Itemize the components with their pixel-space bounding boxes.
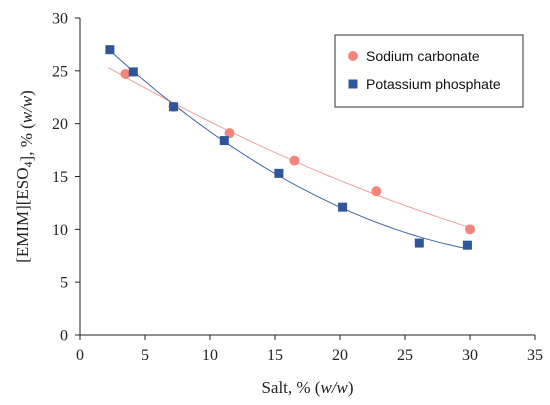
sodium-carbonate-point	[289, 155, 300, 166]
y-axis-label: [EMIM][ESO4], % (w/w)	[13, 90, 36, 263]
x-tick-label: 10	[202, 347, 218, 364]
x-tick-label: 35	[527, 347, 543, 364]
fit-lines	[108, 49, 471, 250]
y-tick-label: 30	[52, 11, 68, 28]
x-tick-label: 5	[141, 347, 149, 364]
x-axis-label-part: )	[348, 378, 354, 397]
y-axis-label-part: ], % (	[17, 123, 36, 162]
legend-marker-circle	[348, 51, 358, 61]
potassium-phosphate-point	[274, 168, 284, 178]
y-axis-label-part: )	[17, 90, 36, 96]
potassium-phosphate-point	[338, 202, 348, 212]
x-axis-label-part: Salt, % (	[261, 378, 320, 397]
potassium-phosphate-point	[169, 102, 179, 112]
y-tick-label: 25	[52, 63, 68, 80]
y-tick-label: 5	[60, 275, 68, 292]
data-points	[105, 45, 475, 250]
y-axis-label-part: w/w	[17, 95, 36, 123]
x-tick-label: 30	[462, 347, 478, 364]
potassium-phosphate-point	[219, 136, 229, 146]
x-axis-label-part: w/w	[320, 378, 348, 397]
y-tick-label: 0	[60, 328, 68, 345]
y-tick-label: 15	[52, 169, 68, 186]
sodium-carbonate-point	[224, 128, 235, 139]
y-tick-label: 10	[52, 222, 68, 239]
fit-line	[108, 49, 468, 250]
potassium-phosphate-point	[128, 67, 138, 77]
y-tick-label: 20	[52, 116, 68, 133]
legend-box	[334, 34, 524, 108]
x-tick-label: 20	[332, 347, 348, 364]
x-tick-label: 15	[267, 347, 283, 364]
x-tick-label: 25	[397, 347, 413, 364]
sodium-carbonate-point	[371, 186, 382, 197]
x-axis-label: Salt, % (w/w)	[261, 378, 353, 397]
y-axis-label-part: 4	[21, 161, 35, 167]
y-axis-label-part: [EMIM][ESO	[13, 167, 32, 262]
legend-label: Sodium carbonate	[366, 48, 480, 64]
sodium-carbonate-point	[465, 224, 475, 235]
legend-marker-square	[348, 79, 358, 89]
sodium-carbonate-point	[120, 69, 131, 80]
potassium-phosphate-point	[462, 240, 472, 250]
x-tick-label: 0	[76, 347, 84, 364]
potassium-phosphate-point	[105, 45, 115, 55]
potassium-phosphate-point	[414, 238, 424, 248]
axes: 0 5 10 15 20 25 30 35 0 5 10 15 20 25 30	[52, 11, 543, 365]
legend-label: Potassium phosphate	[366, 76, 501, 92]
legend: Sodium carbonate Potassium phosphate	[334, 34, 524, 108]
